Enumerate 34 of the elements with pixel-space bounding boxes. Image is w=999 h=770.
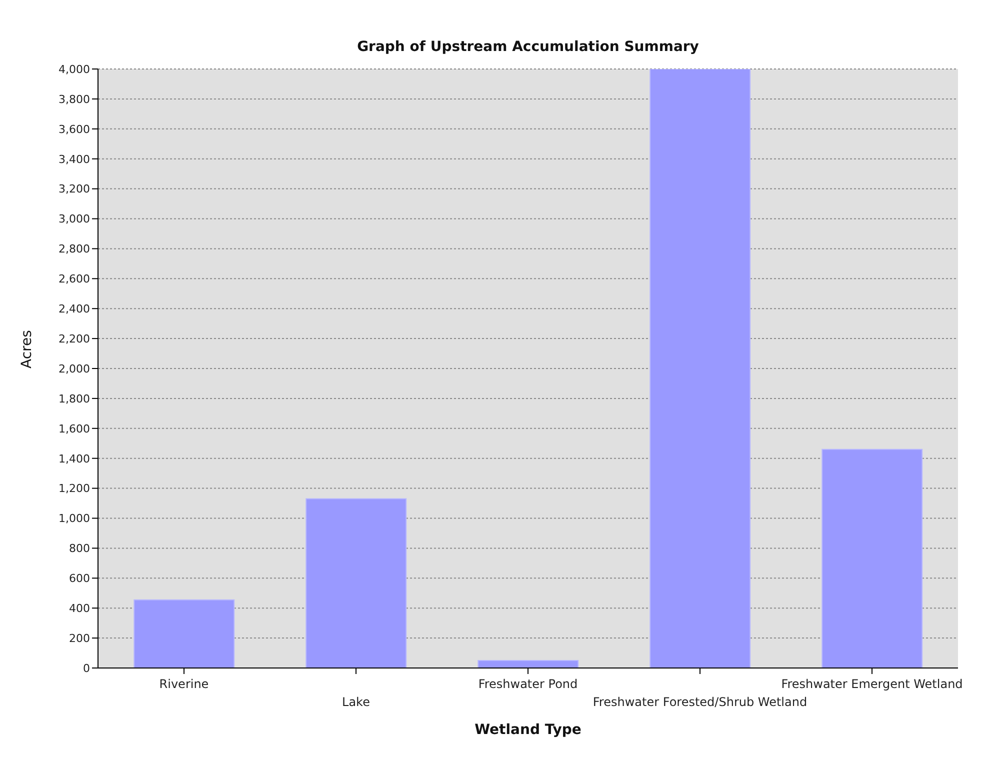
x-tick-label: Riverine bbox=[159, 677, 209, 691]
y-tick-label: 400 bbox=[69, 602, 90, 616]
y-tick-label: 4,000 bbox=[58, 62, 90, 76]
y-tick-label: 3,000 bbox=[58, 212, 90, 226]
x-axis-title: Wetland Type bbox=[474, 722, 582, 738]
y-tick-label: 3,800 bbox=[58, 92, 90, 106]
y-tick-label: 2,600 bbox=[58, 272, 90, 286]
y-tick-label: 1,000 bbox=[58, 512, 90, 526]
bar bbox=[822, 448, 923, 668]
y-tick-label: 200 bbox=[69, 632, 90, 645]
y-tick-label: 2,400 bbox=[58, 302, 90, 316]
y-tick-label: 2,200 bbox=[58, 332, 90, 346]
y-tick-label: 3,200 bbox=[58, 182, 90, 196]
y-tick-label: 3,400 bbox=[58, 152, 90, 166]
y-tick-label: 800 bbox=[69, 542, 90, 556]
bar bbox=[134, 599, 235, 668]
x-tick-label: Lake bbox=[342, 695, 370, 709]
bar bbox=[306, 498, 407, 668]
x-tick-label: Freshwater Pond bbox=[478, 677, 578, 691]
y-tick-label: 2,000 bbox=[58, 362, 90, 376]
y-tick-label: 0 bbox=[83, 662, 90, 675]
x-tick-label: Freshwater Emergent Wetland bbox=[781, 677, 963, 691]
chart-title: Graph of Upstream Accumulation Summary bbox=[356, 39, 700, 55]
y-tick-label: 3,600 bbox=[58, 122, 90, 136]
y-tick-label: 2,800 bbox=[58, 242, 90, 256]
y-tick-label: 1,400 bbox=[58, 452, 90, 466]
y-tick-label: 1,600 bbox=[58, 422, 90, 436]
x-tick-label: Freshwater Forested/Shrub Wetland bbox=[592, 695, 808, 709]
y-tick-label: 1,200 bbox=[58, 482, 90, 496]
y-tick-label: 600 bbox=[69, 572, 90, 586]
bar bbox=[478, 660, 579, 668]
y-tick-label: 1,800 bbox=[58, 392, 90, 406]
y-axis-title: Acres bbox=[18, 330, 35, 368]
bar bbox=[650, 69, 751, 668]
